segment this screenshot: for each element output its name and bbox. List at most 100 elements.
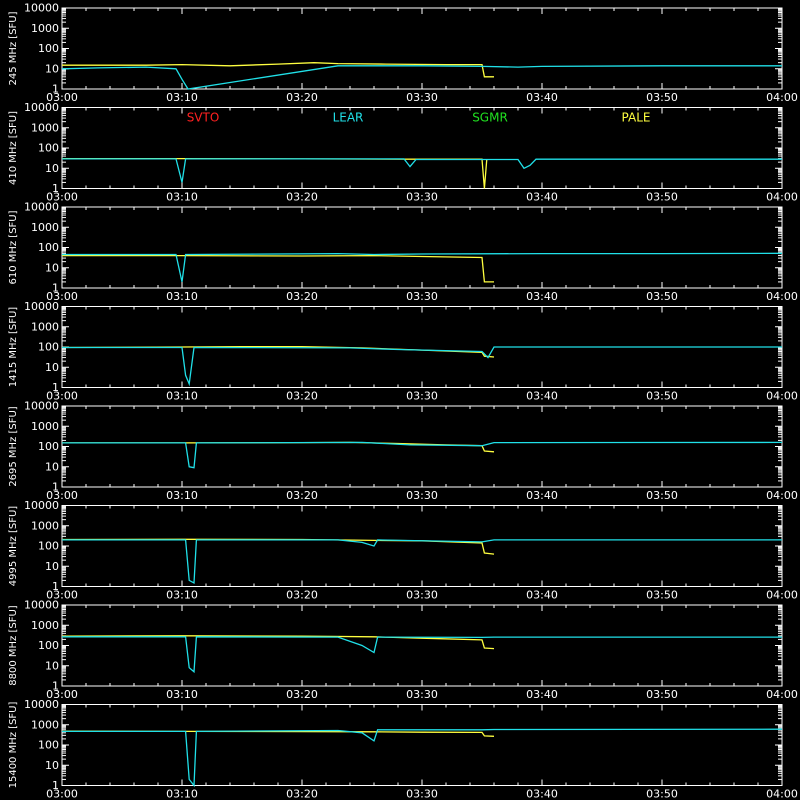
y-tick-label: 10000 [24,2,59,15]
y-tick-label: 100 [38,540,59,553]
x-tick-label: 03:40 [526,688,558,701]
x-tick-label: 03:00 [46,390,78,403]
y-axis-label: 610 MHz [SFU] [8,210,19,284]
x-tick-label: 04:00 [766,91,798,104]
y-tick-label: 100 [38,341,59,354]
y-tick-label: 10 [45,361,59,374]
x-tick-label: 03:40 [526,788,558,800]
y-axis-label: 8800 MHz [SFU] [8,605,19,686]
y-tick-label: 10 [45,759,59,772]
x-tick-label: 03:20 [286,788,318,800]
x-tick-label: 04:00 [766,191,798,204]
y-tick-label: 10000 [24,599,59,612]
y-tick-label: 1000 [31,221,59,234]
x-tick-label: 03:00 [46,191,78,204]
legend-entry-pale: PALE [622,111,651,125]
x-tick-label: 03:30 [406,290,438,303]
y-tick-label: 1000 [31,718,59,731]
x-tick-label: 03:20 [286,390,318,403]
panel-frame [61,704,783,786]
legend-entry-svto: SVTO [187,111,220,125]
panel-frame [61,604,783,687]
panel-frame [61,7,783,90]
y-tick-label: 10000 [24,101,59,114]
y-tick-label: 100 [38,42,59,55]
y-tick-label: 1 [52,182,59,195]
y-tick-label: 1 [52,680,59,693]
x-tick-label: 03:20 [286,191,318,204]
x-tick-label: 03:50 [646,191,678,204]
series-line-lear [62,636,782,674]
x-tick-label: 03:20 [286,290,318,303]
x-tick-label: 03:00 [46,91,78,104]
x-tick-label: 04:00 [766,290,798,303]
panel-4: 1 10 100 1000 10000 03:00 03:10 03:20 03:30 03:40… [8,300,798,403]
panel-frame [61,405,783,488]
series-line-lear [62,441,783,469]
x-tick-label: 03:30 [406,91,438,104]
y-tick-label: 1 [52,381,59,394]
x-tick-label: 03:30 [406,489,438,502]
x-tick-label: 03:40 [526,589,558,602]
y-axis-label: 245 MHz [SFU] [8,11,19,85]
y-tick-label: 10 [45,162,59,175]
panel-2: 1 10 100 1000 10000 03:00 03:10 03:20 03:30 03:40… [8,101,798,204]
x-tick-label: 03:10 [166,589,198,602]
y-tick-label: 10000 [24,201,59,214]
x-tick-label: 04:00 [766,688,798,701]
x-tick-label: 03:00 [46,788,78,800]
x-tick-label: 03:00 [46,489,78,502]
x-tick-label: 03:50 [646,589,678,602]
series-line-lear [62,252,783,283]
x-tick-label: 04:00 [766,489,798,502]
x-tick-label: 03:10 [166,489,198,502]
x-tick-label: 04:00 [766,788,798,800]
y-tick-label: 1000 [31,320,59,333]
y-tick-label: 100 [38,639,59,652]
y-tick-label: 100 [38,142,59,155]
x-tick-label: 03:10 [166,191,198,204]
y-tick-label: 100 [38,440,59,453]
legend-entry-sgmr: SGMR [472,111,508,125]
x-tick-label: 03:30 [406,688,438,701]
x-tick-label: 03:40 [526,489,558,502]
legend-entry-lear: LEAR [333,111,364,125]
y-tick-label: 1000 [31,420,59,433]
series-line-lear [62,158,782,183]
x-tick-label: 04:00 [766,390,798,403]
series-line-pale [62,157,488,189]
x-tick-label: 03:10 [166,290,198,303]
x-tick-label: 03:30 [406,191,438,204]
x-tick-label: 03:10 [166,390,198,403]
x-tick-label: 03:50 [646,290,678,303]
y-tick-label: 10 [45,460,59,473]
y-tick-label: 10000 [24,300,59,313]
x-tick-label: 03:10 [166,91,198,104]
x-tick-label: 03:20 [286,489,318,502]
y-tick-label: 1 [52,779,59,792]
y-tick-label: 10000 [24,698,59,711]
x-tick-label: 03:00 [46,688,78,701]
panel-8: 1 10 100 1000 10000 03:00 03:10 03:20 03:30 03:40… [8,698,798,800]
y-tick-label: 100 [38,739,59,752]
panel-3: 1 10 100 1000 10000 03:00 03:10 03:20 03:30 03:40… [8,201,798,304]
y-axis-label: 2695 MHz [SFU] [8,406,19,487]
x-tick-label: 03:00 [46,290,78,303]
y-tick-label: 10 [45,62,59,75]
y-tick-label: 1000 [31,619,59,632]
x-tick-label: 03:40 [526,91,558,104]
x-tick-label: 03:50 [646,390,678,403]
y-tick-label: 1000 [31,22,59,35]
x-tick-label: 03:20 [286,688,318,701]
y-tick-label: 1000 [31,519,59,532]
y-tick-label: 1 [52,83,59,96]
x-tick-label: 03:30 [406,589,438,602]
x-tick-label: 03:40 [526,390,558,403]
series-line-lear [61,65,782,90]
y-tick-label: 10000 [24,400,59,413]
y-axis-label: 15400 MHz [SFU] [8,702,19,789]
x-tick-label: 03:10 [166,788,198,800]
y-tick-label: 10 [45,659,59,672]
x-tick-label: 03:50 [646,489,678,502]
x-tick-label: 03:40 [526,191,558,204]
